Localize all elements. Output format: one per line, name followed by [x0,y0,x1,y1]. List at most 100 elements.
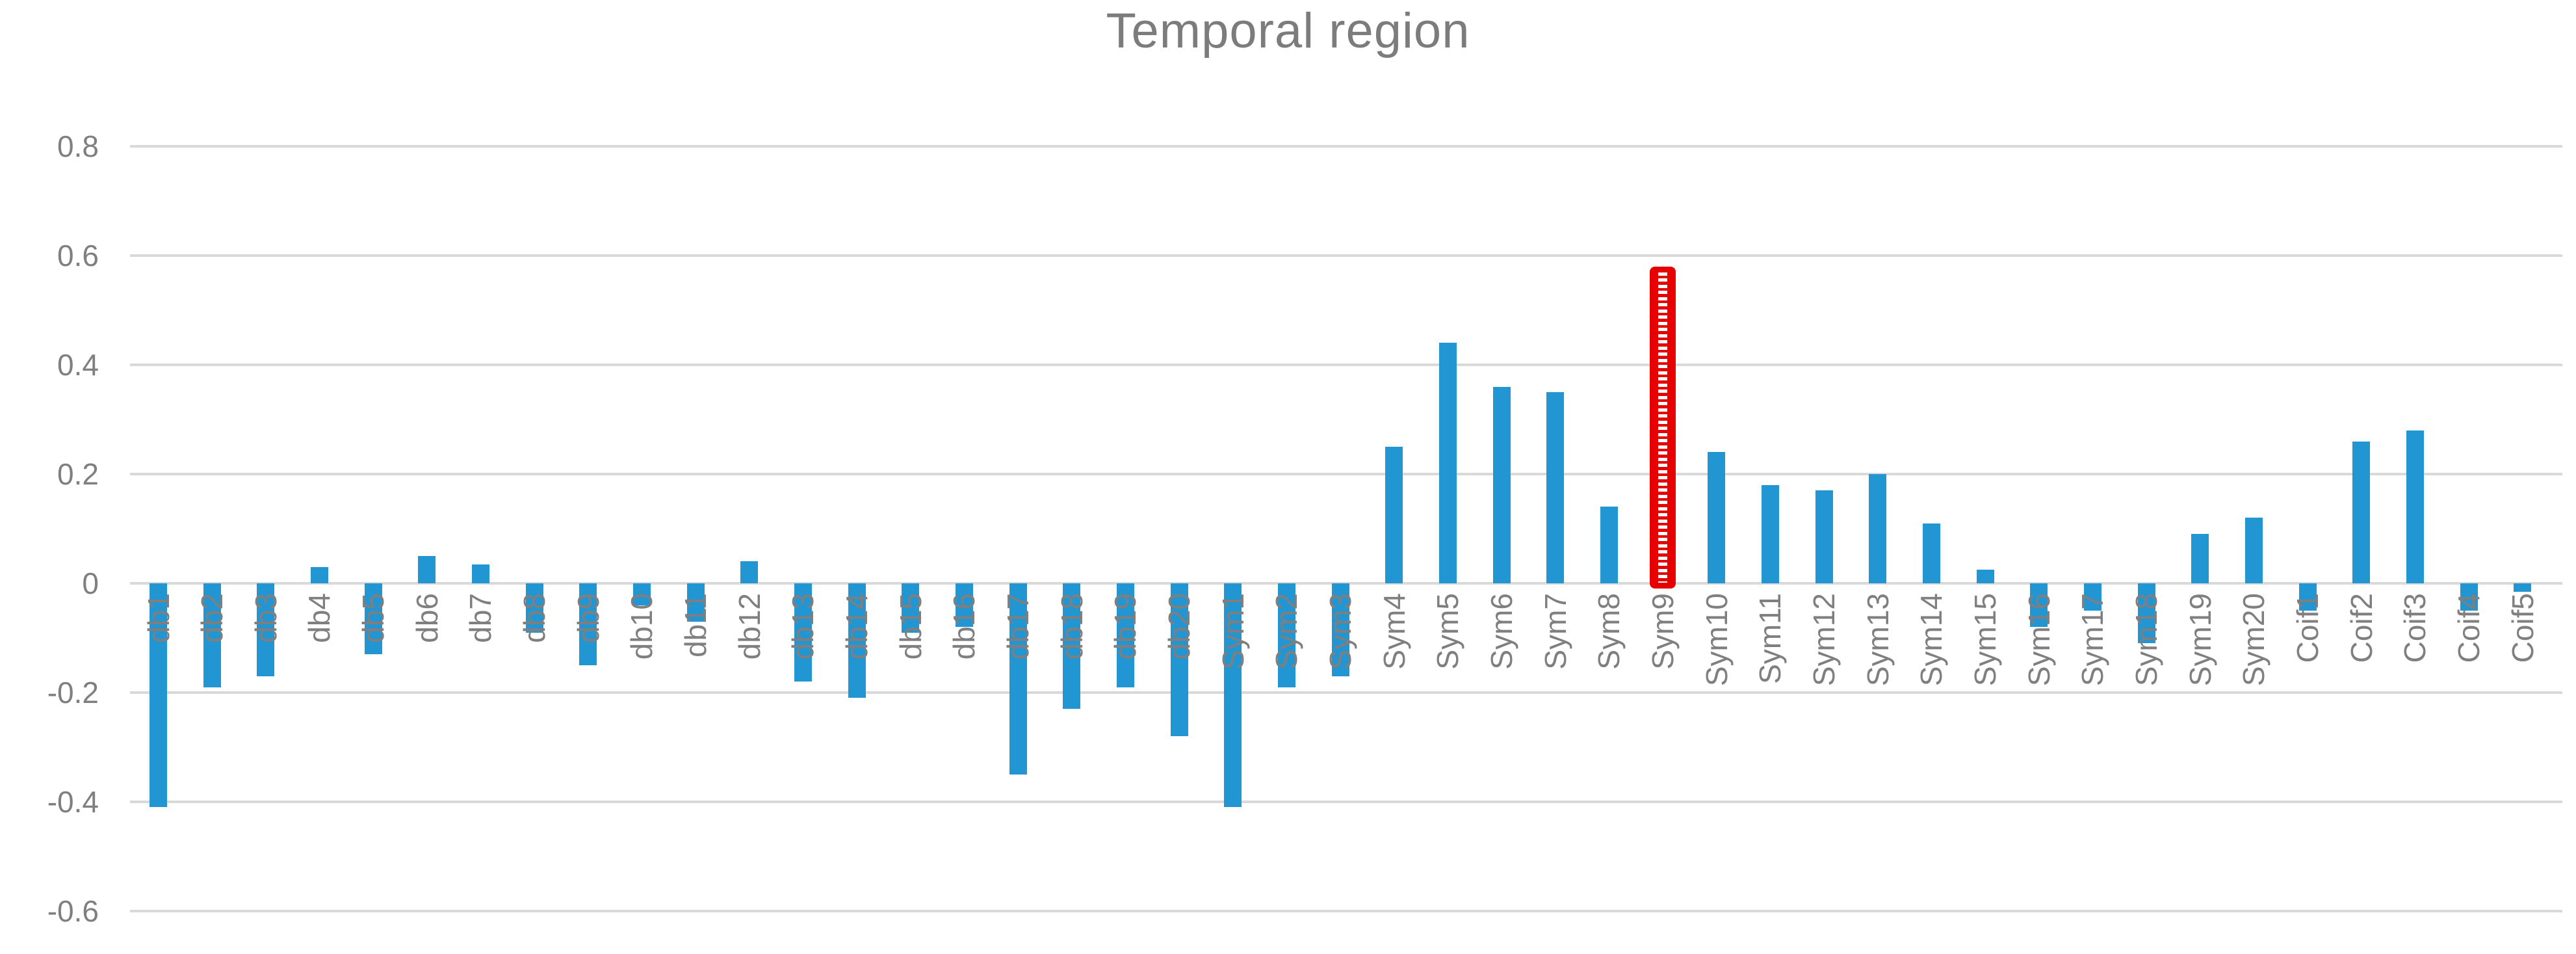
category-label-Sym11: Sym11 [1753,593,1788,684]
bar-db4 [310,566,328,583]
bar-db14 [848,583,866,698]
gridline-0.4 [130,364,2562,366]
bar-Sym18 [2137,583,2155,644]
bar-Sym1 [1224,583,1242,808]
category-label-Sym10: Sym10 [1699,593,1734,687]
y-axis-tick-label: 0.4 [57,348,99,382]
category-label-Sym1: Sym1 [1216,593,1250,670]
bar-Sym2 [1277,583,1295,687]
gridline-0.2 [130,473,2562,475]
category-label-db13: db13 [786,593,820,660]
category-label-db20: db20 [1162,593,1197,660]
category-label-Coif5: Coif5 [2505,593,2540,663]
bar-Sym10 [1708,452,1726,583]
category-label-Sym12: Sym12 [1807,593,1841,687]
bar-Sym16 [2030,583,2048,628]
gridline-0.6 [130,254,2562,257]
gridline--0.6 [130,910,2562,912]
bar-Coif5 [2514,583,2532,592]
category-label-Coif2: Coif2 [2344,593,2378,663]
category-label-Sym16: Sym16 [2022,593,2056,687]
category-label-db14: db14 [840,593,874,660]
category-label-Sym15: Sym15 [1968,593,2003,687]
bar-Sym5 [1438,343,1457,583]
category-label-db19: db19 [1108,593,1143,660]
gridline--0.2 [130,691,2562,694]
bar-db16 [955,583,973,628]
y-axis-tick-label: 0.6 [57,239,99,272]
bar-db15 [902,583,920,633]
bar-Sym14 [1922,523,1940,583]
category-label-Sym18: Sym18 [2129,593,2164,687]
category-label-db11: db11 [679,593,713,657]
category-label-db15: db15 [893,593,928,660]
bar-db6 [418,556,436,583]
bar-db10 [632,583,651,605]
y-axis-tick-label: -0.4 [47,785,99,819]
category-label-db6: db6 [410,593,444,643]
category-label-Sym13: Sym13 [1860,593,1895,687]
bar-db12 [740,561,759,583]
category-label-db18: db18 [1054,593,1089,660]
category-label-Coif3: Coif3 [2398,593,2432,663]
bar-Coif3 [2406,430,2424,583]
y-axis-tick-label: 0.2 [57,457,99,491]
y-axis-tick-label: 0.8 [57,129,99,163]
category-label-db16: db16 [947,593,982,660]
bar-Sym15 [1976,570,1994,583]
category-label-Sym7: Sym7 [1538,593,1572,670]
bar-db7 [471,564,489,583]
category-label-db3: db3 [248,593,283,643]
chart-title: Temporal region [1106,3,1470,59]
bar-Sym3 [1331,583,1349,676]
category-label-db7: db7 [463,593,498,643]
category-label-Sym20: Sym20 [2237,593,2271,687]
bar-Sym13 [1869,474,1887,583]
bar-db1 [150,583,167,808]
category-label-db5: db5 [356,593,391,643]
category-label-db10: db10 [625,593,659,660]
bar-db11 [686,583,705,622]
bar-db13 [794,583,812,682]
category-label-Sym14: Sym14 [1914,593,1949,687]
category-label-Sym19: Sym19 [2183,593,2217,687]
bar-Sym6 [1492,386,1511,583]
category-label-db8: db8 [517,593,552,643]
category-label-db4: db4 [302,593,337,643]
bar-db2 [203,583,221,687]
gridline-0.8 [130,145,2562,148]
category-label-db9: db9 [571,593,605,643]
category-label-db2: db2 [195,593,229,643]
category-label-Sym17: Sym17 [2075,593,2110,687]
category-label-Sym5: Sym5 [1431,593,1465,670]
bar-Sym17 [2083,583,2101,611]
category-label-Sym8: Sym8 [1592,593,1626,670]
bar-Sym4 [1385,447,1403,583]
category-label-Sym3: Sym3 [1323,593,1358,670]
bar-Sym19 [2191,534,2209,583]
bar-db20 [1170,583,1188,737]
bar-db17 [1009,583,1027,775]
y-axis-tick-label: -0.6 [47,894,99,928]
category-label-db12: db12 [732,593,766,660]
category-label-db1: db1 [141,593,176,643]
bar-db19 [1116,583,1134,687]
category-label-Sym4: Sym4 [1377,593,1411,670]
bar-Coif1 [2298,583,2317,611]
bar-db8 [525,583,543,633]
bar-db18 [1063,583,1081,709]
bar-Sym7 [1546,392,1565,583]
bar-Coif2 [2352,441,2371,583]
bar-Coif4 [2460,583,2478,611]
bar-Sym8 [1600,507,1618,583]
bar-db9 [579,583,597,665]
bar-db3 [257,583,275,676]
gridline--0.4 [130,801,2562,803]
category-label-Coif4: Coif4 [2452,593,2486,663]
category-label-Sym2: Sym2 [1269,593,1304,670]
bar-db5 [364,583,382,655]
category-label-db17: db17 [1001,593,1035,660]
bar-Sym20 [2244,518,2263,583]
category-label-Sym6: Sym6 [1485,593,1519,670]
bar-highlighted-Sym9 [1650,266,1676,589]
